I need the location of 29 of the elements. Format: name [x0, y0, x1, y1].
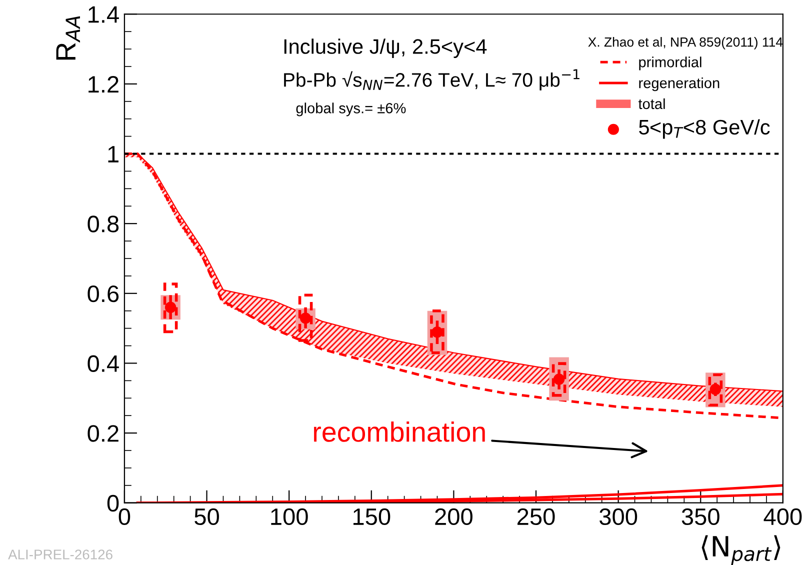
- y-tick-label: 0.8: [88, 216, 119, 232]
- x-tick-label: 250: [517, 508, 555, 526]
- y-tick-label: 0: [107, 494, 119, 512]
- x-tick-label: 200: [435, 508, 472, 526]
- legend-label: total: [638, 98, 665, 110]
- y-tick-label: 0.6: [88, 285, 119, 302]
- legend-label: 5<p$_{T}$<8 GeV/c: [639, 119, 770, 139]
- y-tick-label: 0.4: [88, 355, 119, 372]
- legend-label: primordial: [639, 56, 702, 70]
- legend-label: regeneration: [639, 78, 720, 92]
- y-tick-label: 1: [108, 146, 118, 162]
- y-tick-label: 0.2: [88, 425, 118, 442]
- annotation: Inclusive J/ψ, 2.5<y<4: [284, 38, 487, 58]
- x-tick-label: 100: [271, 508, 308, 526]
- annotation: global sys.= ±6%: [296, 102, 406, 116]
- y-tick-label: 1.4: [88, 6, 119, 23]
- x-tick-label: 50: [194, 508, 219, 526]
- x-tick-label: 350: [682, 508, 720, 526]
- annotation: Pb-Pb √s$_{NN}$=2.76 TeV, L≈ 70 μb$^{−1}$: [284, 69, 580, 90]
- y-axis-title: R$_{AA}$: [56, 16, 80, 60]
- x-tick-label: 150: [353, 508, 390, 526]
- x-axis-title: ⟨N$_{part}$⟩: [702, 535, 780, 565]
- y-tick-label: 1.2: [88, 76, 118, 92]
- legend-title: X. Zhao et al, NPA 859(2011) 114: [588, 37, 783, 50]
- x-tick-label: 300: [600, 508, 638, 526]
- x-tick-label: 0: [118, 508, 130, 526]
- text: ALI-PREL-26126: [8, 550, 112, 560]
- annotation: recombination: [314, 421, 485, 442]
- x-tick-label: 400: [764, 508, 802, 526]
